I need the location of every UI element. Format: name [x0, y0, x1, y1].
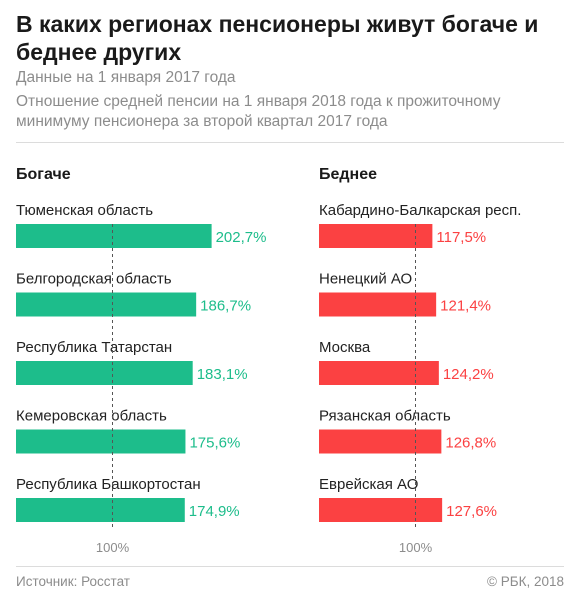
chart-description: Отношение средней пенсии на 1 января 201… — [16, 93, 501, 130]
rich-bar — [16, 361, 193, 385]
rich-value-label: 183,1% — [197, 366, 248, 383]
poor-bar — [319, 498, 443, 522]
rich-reference-label: 100% — [96, 540, 130, 555]
rich-category-label: Республика Башкортостан — [16, 476, 201, 493]
source-label: Источник: Росстат — [16, 574, 130, 589]
rich-bar — [16, 498, 185, 522]
rich-value-label: 174,9% — [189, 503, 240, 520]
chart-title: В каких регионах пенсионеры живут богаче… — [16, 11, 539, 65]
rich-bar — [16, 224, 212, 248]
poor-value-label: 117,5% — [436, 229, 486, 246]
poor-category-label: Кабардино-Балкарская респ. — [319, 202, 521, 219]
poor-bar — [319, 429, 442, 454]
poor-category-label: Москва — [319, 339, 371, 356]
rich-value-label: 202,7% — [216, 229, 267, 246]
poor-bar — [319, 361, 439, 385]
poor-value-label: 127,6% — [446, 503, 497, 520]
poor-bar — [319, 292, 437, 317]
rich-value-label: 175,6% — [189, 435, 240, 452]
rich-category-label: Белгородская область — [16, 271, 172, 288]
poor-value-label: 121,4% — [440, 298, 491, 315]
rich-category-label: Республика Татарстан — [16, 339, 172, 356]
top-divider — [16, 142, 564, 143]
rich-category-label: Кемеровская область — [16, 408, 167, 425]
poor-reference-label: 100% — [399, 540, 433, 555]
rich-column-title: Богаче — [16, 166, 71, 183]
rich-bar — [16, 429, 186, 454]
poor-bar — [319, 224, 433, 248]
rich-bar — [16, 292, 197, 317]
poor-category-label: Рязанская область — [319, 408, 451, 425]
copyright-label: © РБК, 2018 — [487, 574, 564, 589]
poor-category-label: Еврейская АО — [319, 476, 418, 493]
chart-subtitle: Данные на 1 января 2017 года — [16, 69, 236, 86]
bottom-divider — [16, 566, 564, 567]
poor-column-title: Беднее — [319, 166, 378, 183]
rich-category-label: Тюменская область — [16, 202, 153, 219]
poor-value-label: 124,2% — [443, 366, 494, 383]
rich-value-label: 186,7% — [200, 298, 251, 315]
poor-value-label: 126,8% — [445, 435, 496, 452]
poor-category-label: Ненецкий АО — [319, 271, 412, 288]
